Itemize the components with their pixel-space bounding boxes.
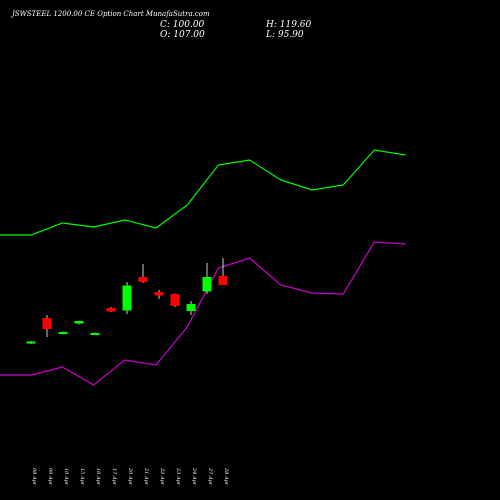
- candle-8: [154, 290, 164, 299]
- x-tick-label: 17 Apr: [111, 468, 117, 486]
- candle-1: [42, 315, 52, 337]
- candle-2: [58, 331, 68, 335]
- x-tick-label: 10 Apr: [63, 468, 69, 486]
- candle-body: [58, 332, 68, 334]
- chart-title: JSWSTEEL 1200.00 CE Option Chart MunafaS…: [10, 10, 210, 18]
- candle-6: [122, 282, 132, 314]
- candle-body: [154, 292, 164, 296]
- x-tick-label: 20 Apr: [127, 467, 133, 486]
- x-tick-label: 28 Apr: [223, 467, 229, 486]
- low-value: L: 95.90: [265, 30, 304, 40]
- x-tick-label: 21 Apr: [143, 467, 149, 486]
- x-tick-label: 22 Apr: [159, 467, 165, 486]
- candle-body: [74, 321, 84, 324]
- candle-4: [90, 332, 100, 335]
- close-value: C: 100.00: [160, 20, 205, 30]
- candle-body: [170, 294, 180, 306]
- candle-body: [202, 277, 212, 292]
- candle-body: [138, 277, 148, 282]
- x-tick-label: 08 Apr: [31, 468, 37, 486]
- candle-body: [106, 308, 116, 312]
- candle-body: [26, 341, 36, 344]
- x-tick-label: 27 Apr: [207, 467, 213, 486]
- upper-line-series: [0, 149, 406, 236]
- candle-5: [106, 307, 116, 312]
- x-tick-label: 15 Apr: [79, 468, 85, 486]
- x-tick-label: 16 Apr: [95, 468, 101, 486]
- x-tick-label: 09 Apr: [47, 468, 53, 486]
- indicator-lines: [0, 149, 406, 386]
- candles: [26, 258, 228, 344]
- x-tick-label: 23 Apr: [175, 467, 181, 486]
- candle-0: [26, 341, 36, 344]
- candle-body: [42, 318, 52, 329]
- x-tick-label: 24 Apr: [191, 467, 197, 486]
- high-value: H: 119.60: [265, 20, 312, 30]
- candle-12: [218, 258, 228, 285]
- candle-body: [122, 285, 132, 311]
- candle-body: [186, 304, 196, 311]
- x-axis-labels: 08 Apr 09 Apr 10 Apr 15 Apr 16 Apr 17 Apr 20 A…: [31, 467, 229, 486]
- open-value: O: 107.00: [160, 30, 205, 40]
- candle-body: [90, 333, 100, 335]
- candle-11: [202, 263, 212, 294]
- candle-7: [138, 264, 148, 283]
- candle-9: [170, 293, 180, 307]
- candle-body: [218, 276, 228, 285]
- candle-10: [186, 301, 196, 315]
- lower-line-series: [0, 241, 406, 386]
- candle-3: [74, 320, 84, 325]
